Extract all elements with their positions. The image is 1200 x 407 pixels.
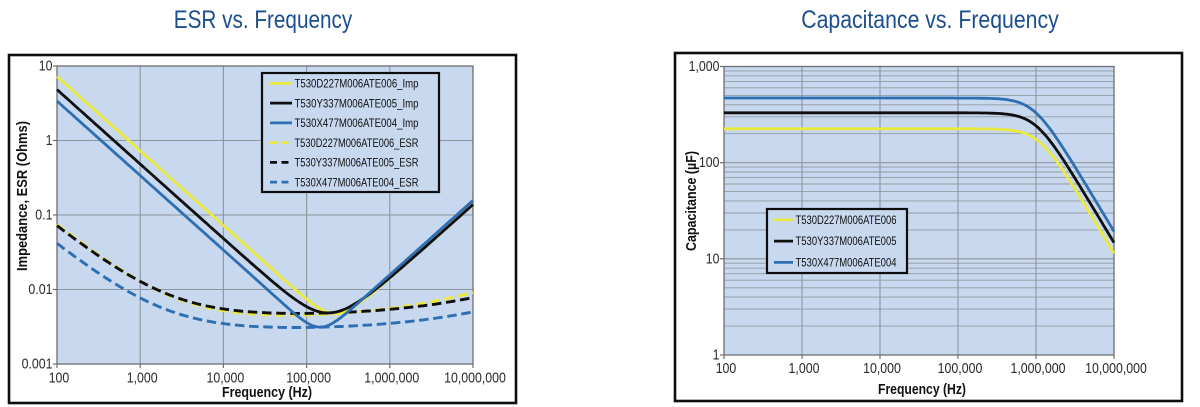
svg-text:10,000: 10,000 [863, 360, 901, 377]
svg-text:10,000: 10,000 [207, 369, 245, 386]
svg-text:100: 100 [716, 360, 737, 377]
svg-text:T530D227M006ATE006_ESR: T530D227M006ATE006_ESR [295, 136, 419, 150]
svg-text:100,000: 100,000 [286, 369, 331, 386]
svg-text:T530X477M006ATE004_Imp: T530X477M006ATE004_Imp [295, 116, 419, 130]
svg-text:Capacitance (µF): Capacitance (µF) [683, 151, 700, 251]
svg-text:Frequency (Hz): Frequency (Hz) [222, 384, 312, 401]
svg-text:1,000,000: 1,000,000 [364, 369, 419, 386]
svg-text:T530X477M006ATE004_ESR: T530X477M006ATE004_ESR [295, 175, 419, 189]
svg-text:100: 100 [699, 154, 720, 171]
svg-text:10,000,000: 10,000,000 [1085, 360, 1147, 377]
svg-text:1: 1 [713, 347, 720, 364]
svg-text:1,000: 1,000 [127, 369, 158, 386]
svg-text:T530Y337M006ATE005_ESR: T530Y337M006ATE005_ESR [295, 156, 419, 170]
svg-text:T530D227M006ATE006: T530D227M006ATE006 [796, 214, 897, 227]
svg-text:1,000: 1,000 [689, 58, 720, 75]
svg-text:Impedance, ESR (Ohms): Impedance, ESR (Ohms) [14, 121, 31, 271]
svg-text:10,000,000: 10,000,000 [444, 369, 506, 386]
svg-text:1,000,000: 1,000,000 [1011, 360, 1066, 377]
svg-text:Capacitance vs. Frequency: Capacitance vs. Frequency [801, 6, 1059, 34]
svg-text:T530Y337M006ATE005_Imp: T530Y337M006ATE005_Imp [295, 96, 419, 110]
svg-text:0.01: 0.01 [28, 281, 52, 298]
svg-text:0.1: 0.1 [35, 207, 52, 224]
svg-text:T530D227M006ATE006_Imp: T530D227M006ATE006_Imp [295, 77, 419, 91]
svg-text:ESR vs. Frequency: ESR vs. Frequency [174, 6, 353, 34]
svg-text:10: 10 [706, 250, 720, 267]
svg-text:T530X477M006ATE004: T530X477M006ATE004 [796, 256, 897, 269]
svg-text:100: 100 [49, 369, 70, 386]
svg-text:Frequency (Hz): Frequency (Hz) [878, 381, 966, 398]
svg-text:T530Y337M006ATE005: T530Y337M006ATE005 [796, 235, 897, 248]
svg-text:10: 10 [39, 58, 53, 75]
svg-text:1: 1 [46, 132, 53, 149]
svg-text:100,000: 100,000 [938, 360, 983, 377]
svg-text:1,000: 1,000 [789, 360, 820, 377]
svg-text:0.001: 0.001 [22, 356, 53, 373]
